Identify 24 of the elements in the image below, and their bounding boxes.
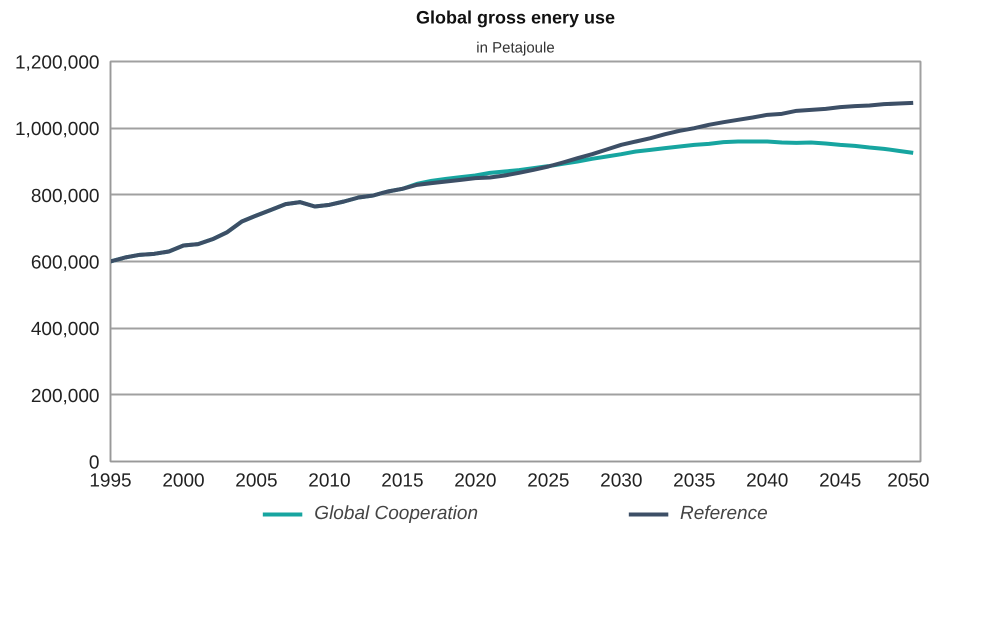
- x-tick-label: 2030: [600, 470, 642, 492]
- y-tick-label: 200,000: [30, 386, 100, 407]
- line-series: [110, 100, 916, 264]
- x-tick-label: 2025: [527, 470, 570, 492]
- x-tick-label: 2040: [746, 470, 788, 492]
- x-tick-label: 2035: [673, 470, 716, 492]
- x-tick-label: 2000: [162, 470, 205, 492]
- y-tick-label: 800,000: [30, 186, 100, 207]
- x-tick-label: 2050: [887, 470, 930, 492]
- y-tick-label: 0: [88, 452, 100, 474]
- x-tick-label: 2010: [308, 470, 351, 492]
- x-tick-label: 2045: [819, 470, 862, 492]
- y-tick-label: 600,000: [30, 252, 100, 274]
- chart-title: Global gross enery use: [416, 8, 616, 28]
- x-tick-label: 1995: [89, 470, 132, 492]
- legend-label: Reference: [680, 503, 768, 525]
- chart-subtitle: in Petajoule: [476, 40, 555, 56]
- y-tick-label: 1,000,000: [14, 119, 100, 140]
- y-tick-label: 1,200,000: [14, 52, 100, 74]
- x-tick-label: 2020: [454, 470, 497, 492]
- x-tick-label: 2015: [381, 470, 424, 492]
- legend-label: Global Cooperation: [314, 503, 478, 525]
- y-tick-label: 400,000: [30, 319, 100, 340]
- x-tick-label: 2005: [235, 470, 278, 492]
